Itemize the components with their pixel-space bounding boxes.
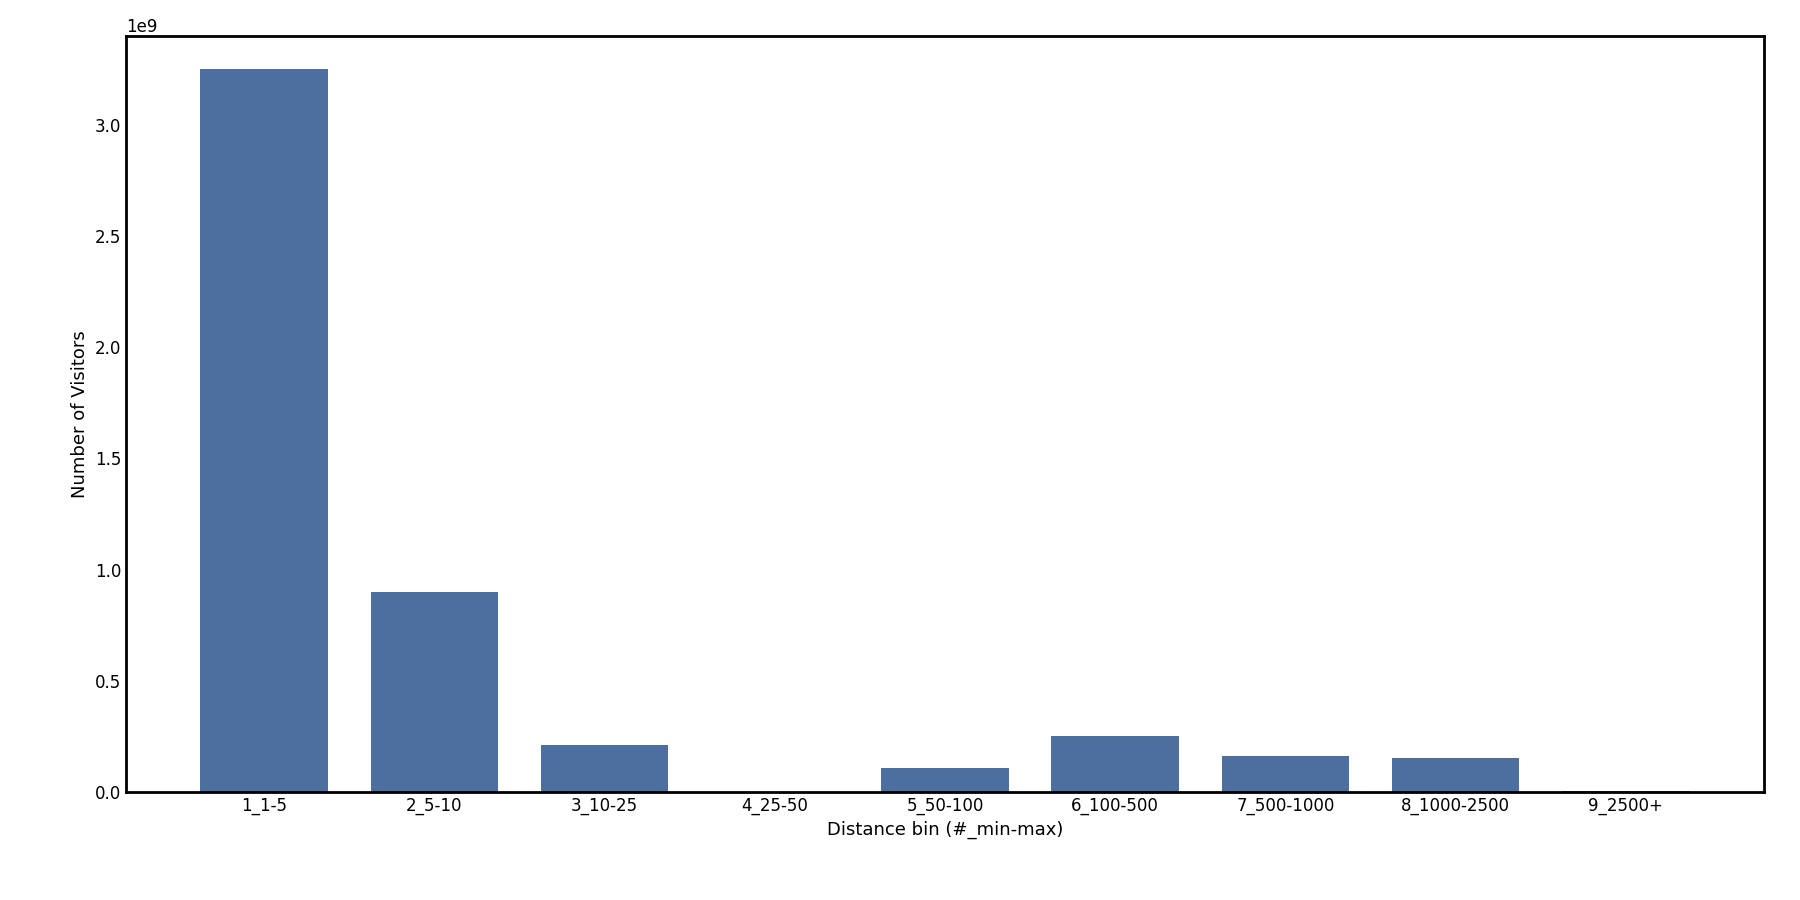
Bar (1391, 758, 1519, 792)
X-axis label: Distance bin (#_min-max): Distance bin (#_min-max) (826, 821, 1064, 839)
Bar (540, 745, 668, 792)
Bar (882, 768, 1008, 792)
Bar (1051, 736, 1179, 792)
Bar (200, 69, 328, 792)
Bar (371, 592, 499, 792)
Bar (1222, 756, 1350, 792)
Y-axis label: Number of Visitors: Number of Visitors (72, 330, 90, 498)
